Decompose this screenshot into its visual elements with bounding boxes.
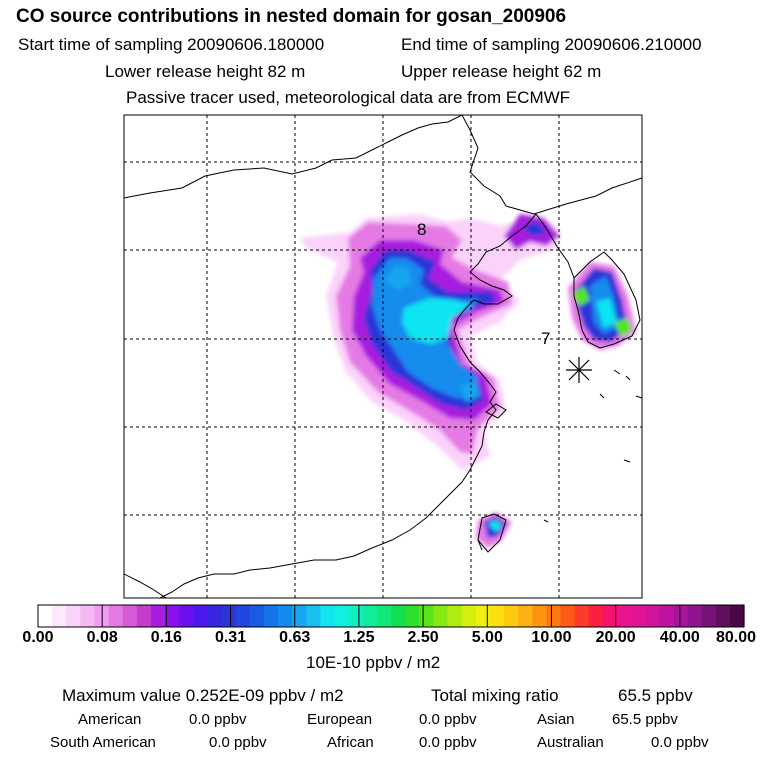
source-value-australian: 0.0 ppbv	[651, 734, 709, 751]
coastline	[124, 115, 642, 598]
colorbar-tick-label: 1.25	[343, 629, 375, 646]
total-mixing-value: 65.5 ppbv	[618, 686, 693, 705]
colorbar-tick-label: 80.00	[715, 629, 757, 646]
colorbar-tick-label: 0.63	[279, 629, 311, 646]
concentration-plume	[300, 214, 636, 548]
map-label-8: 8	[417, 220, 426, 239]
colorbar-tick-label: 40.00	[659, 629, 700, 646]
source-name-asian: Asian	[537, 711, 575, 728]
lower-release-label: Lower release height 82 m	[105, 62, 306, 81]
colorbar-tick-label: 0.31	[214, 629, 247, 646]
source-value-african: 0.0 ppbv	[419, 734, 477, 751]
colorbar-tick-label: 2.50	[407, 629, 439, 646]
tracer-note: Passive tracer used, meteorological data…	[126, 88, 571, 107]
plot-title: CO source contributions in nested domain…	[16, 6, 567, 27]
receptor-asterisk-icon	[566, 357, 592, 383]
source-name-african: African	[327, 734, 374, 751]
colorbar-tick-label: 5.00	[471, 629, 503, 646]
source-name-australian: Australian	[537, 734, 604, 751]
start-time-label: Start time of sampling 20090606.180000	[18, 35, 325, 54]
lat-lon-grid	[124, 115, 642, 598]
source-value-american: 0.0 ppbv	[189, 711, 247, 728]
map-frame	[123, 114, 643, 599]
colorbar-tick-label: 20.00	[595, 629, 636, 646]
source-value-european: 0.0 ppbv	[419, 711, 477, 728]
source-name-south-american: South American	[50, 734, 156, 751]
total-mixing-label: Total mixing ratio	[431, 686, 559, 705]
end-time-label: End time of sampling 20090606.210000	[401, 35, 702, 54]
max-value-label: Maximum value 0.252E-09 ppbv / m2	[62, 686, 344, 705]
source-value-asian: 65.5 ppbv	[612, 711, 678, 728]
source-name-american: American	[78, 711, 142, 728]
colorbar-tick-label: 0.08	[86, 629, 118, 646]
colorbar-tick-label: 10.00	[531, 629, 572, 646]
upper-release-label: Upper release height 62 m	[401, 62, 602, 81]
colorbar-tick-label: 0.16	[150, 629, 182, 646]
colorbar-unit: 10E-10 ppbv / m2	[306, 653, 441, 672]
map-label-7: 7	[541, 329, 550, 348]
colorbar-tick-label: 0.00	[22, 629, 54, 646]
source-value-south-american: 0.0 ppbv	[209, 734, 267, 751]
source-name-european: European	[307, 711, 373, 728]
